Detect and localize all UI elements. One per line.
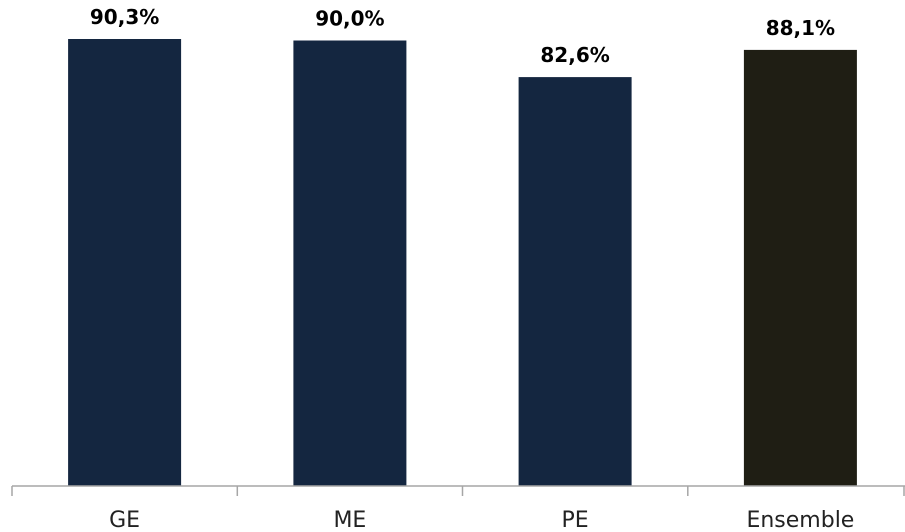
data-label-ge: 90,3% [90,5,159,29]
tick-label-pe: PE [562,508,589,532]
tick-label-me: ME [333,508,366,532]
bar-ensemble [743,49,857,487]
x-axis [11,485,905,496]
value-labels-group: 90,3% 90,0% 82,6% 88,1% [90,5,835,67]
bar-me [293,40,407,486]
category-labels-group: GE ME PE Ensemble [109,508,854,532]
bar-ge [68,39,182,486]
data-label-pe: 82,6% [540,43,609,67]
data-label-me: 90,0% [315,7,384,31]
data-label-ensemble: 88,1% [766,16,835,40]
bars-group [68,39,857,487]
tick-label-ge: GE [109,508,140,532]
bar-pe [518,77,632,486]
tick-label-ensemble: Ensemble [746,508,854,532]
